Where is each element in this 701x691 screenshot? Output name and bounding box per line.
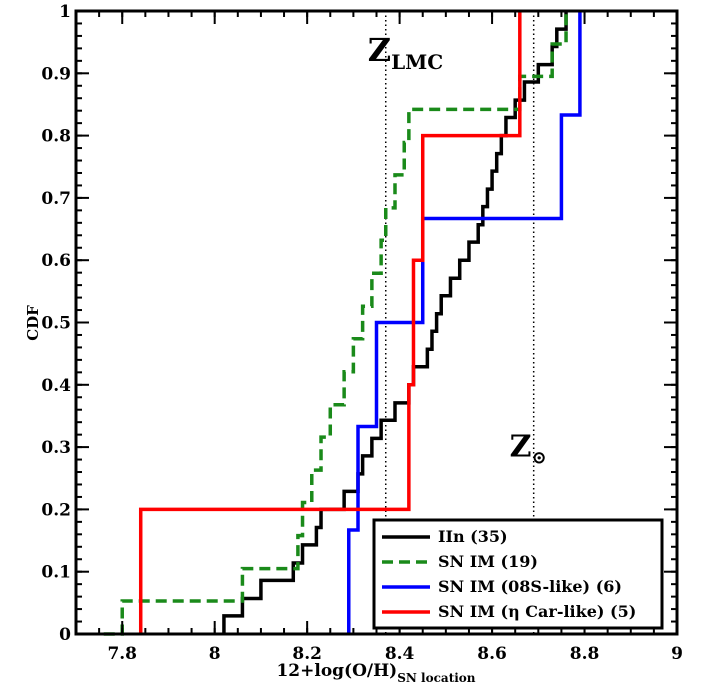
x-tick-labels: 7.8 8 8.2 8.4 8.6 8.8 9 — [107, 644, 682, 664]
legend-label: SN IM (η Car-like) (5) — [438, 602, 636, 621]
legend: IIn (35) SN IM (19) SN IM (08S-like) (6) SN… — [372, 518, 664, 630]
legend-label: SN IM (08S-like) (6) — [438, 577, 622, 596]
y-tick-labels: 0 0.1 0.2 0.3 0.4 0.5 0.6 0.7 0.8 0.9 1 — [41, 2, 71, 645]
axis-ticks — [75, 10, 678, 635]
y-axis-label: CDF — [24, 305, 42, 341]
x-tick-label: 8.4 — [385, 644, 415, 664]
legend-label: SN IM (19) — [438, 552, 538, 571]
y-tick-label: 0 — [59, 625, 71, 645]
reference-lines: ZLMC Z⊙ — [368, 11, 547, 634]
y-tick-label: 0.5 — [41, 314, 71, 334]
x-axis-label: 12+log(O/H)SN location — [276, 661, 475, 685]
reference-label-lmc: ZLMC — [368, 31, 443, 74]
reference-label-solar: Z⊙ — [510, 429, 547, 468]
x-tick-label: 8 — [209, 644, 221, 664]
series-line-1 — [103, 11, 568, 636]
x-tick-label: 9 — [671, 644, 683, 664]
x-tick-label: 7.8 — [107, 644, 137, 664]
series-line-3 — [138, 11, 522, 634]
series-line-0 — [222, 11, 568, 634]
y-tick-label: 1 — [59, 2, 71, 22]
legend-label: IIn (35) — [438, 527, 508, 546]
y-tick-label: 0.2 — [41, 500, 71, 520]
x-axis-label-main: 12+log(O/H) — [276, 661, 397, 681]
y-tick-label: 0.6 — [41, 251, 71, 271]
y-tick-label: 0.8 — [41, 127, 71, 147]
y-tick-label: 0.1 — [41, 563, 71, 583]
x-tick-label: 8.6 — [477, 644, 507, 664]
series-line-2 — [347, 11, 582, 634]
x-axis-label-subscript: SN location — [397, 671, 476, 685]
y-tick-label: 0.4 — [41, 376, 71, 396]
x-tick-label: 8.8 — [570, 644, 600, 664]
x-tick-label: 8.2 — [292, 644, 322, 664]
series-group — [103, 11, 582, 636]
y-tick-label: 0.9 — [41, 64, 71, 84]
y-tick-label: 0.7 — [41, 189, 71, 209]
y-tick-label: 0.3 — [41, 438, 71, 458]
